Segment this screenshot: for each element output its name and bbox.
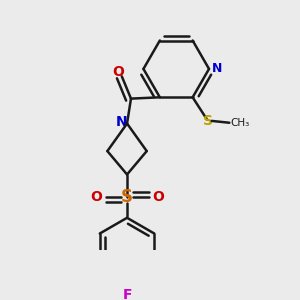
Text: S: S <box>203 114 213 128</box>
Text: O: O <box>152 190 164 204</box>
Text: N: N <box>116 115 127 129</box>
Text: O: O <box>113 64 124 79</box>
Text: F: F <box>122 288 132 300</box>
Text: N: N <box>212 62 223 75</box>
Text: CH₃: CH₃ <box>231 118 250 128</box>
Text: O: O <box>90 190 102 204</box>
Text: S: S <box>121 188 133 206</box>
